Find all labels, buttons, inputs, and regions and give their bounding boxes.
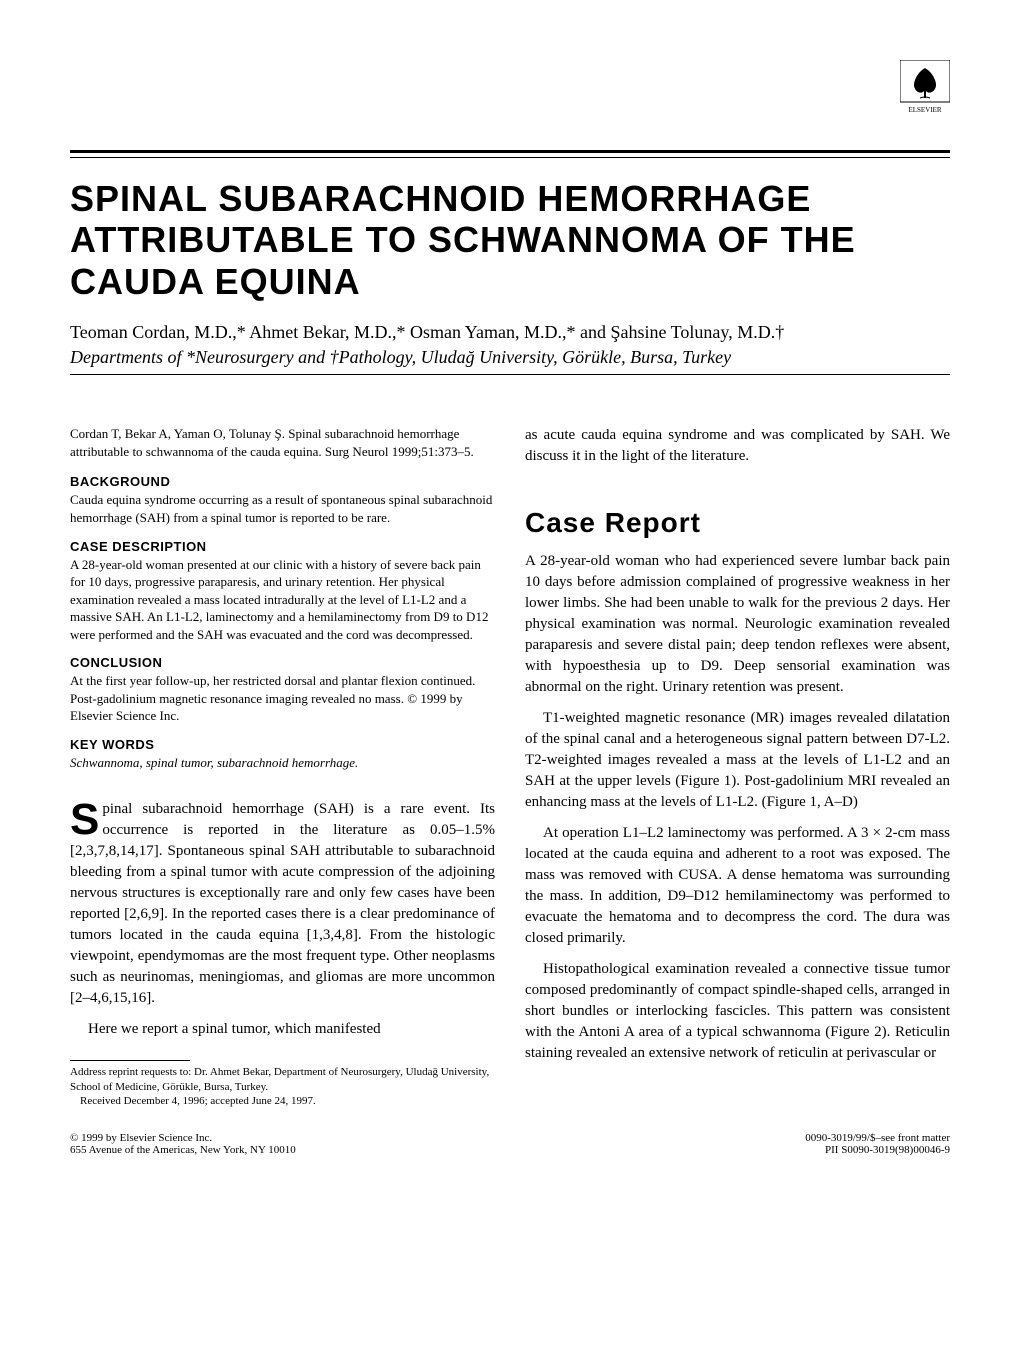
- footnote-separator: [70, 1060, 190, 1061]
- background-heading: BACKGROUND: [70, 474, 495, 489]
- case-heading: CASE DESCRIPTION: [70, 539, 495, 554]
- case-paragraph-1: A 28-year-old woman who had experienced …: [525, 551, 950, 698]
- intro-paragraph-2: Here we report a spinal tumor, which man…: [70, 1019, 495, 1040]
- case-text: A 28-year-old woman presented at our cli…: [70, 556, 495, 644]
- received-date: Received December 4, 1996; accepted June…: [70, 1094, 495, 1108]
- issn-line: 0090-3019/99/$–see front matter: [805, 1132, 950, 1144]
- lead-continuation: as acute cauda equina syndrome and was c…: [525, 425, 950, 467]
- copyright-line: © 1999 by Elsevier Science Inc.: [70, 1132, 296, 1144]
- case-paragraph-2: T1-weighted magnetic resonance (MR) imag…: [525, 708, 950, 813]
- case-paragraph-3: At operation L1–L2 laminectomy was perfo…: [525, 823, 950, 949]
- mid-rule: [70, 374, 950, 375]
- intro-paragraph-1: Spinal subarachnoid hemorrhage (SAH) is …: [70, 799, 495, 1009]
- background-text: Cauda equina syndrome occurring as a res…: [70, 491, 495, 526]
- footer-left: © 1999 by Elsevier Science Inc. 655 Aven…: [70, 1132, 296, 1156]
- affiliation-line: Departments of *Neurosurgery and †Pathol…: [70, 347, 950, 368]
- publisher-address: 655 Avenue of the Americas, New York, NY…: [70, 1144, 296, 1156]
- conclusion-text: At the first year follow-up, her restric…: [70, 672, 495, 725]
- top-rule-thin: [70, 157, 950, 158]
- article-title: Spinal Subarachnoid Hemorrhage Attributa…: [70, 178, 950, 302]
- conclusion-heading: CONCLUSION: [70, 655, 495, 670]
- pii-line: PII S0090-3019(98)00046-9: [805, 1144, 950, 1156]
- reprint-address: Address reprint requests to: Dr. Ahmet B…: [70, 1065, 495, 1094]
- right-column: as acute cauda equina syndrome and was c…: [525, 425, 950, 1108]
- left-column: Cordan T, Bekar A, Yaman O, Tolunay Ş. S…: [70, 425, 495, 1108]
- elsevier-tree-icon: ELSEVIER: [900, 60, 950, 115]
- case-paragraph-4: Histopathological examination revealed a…: [525, 959, 950, 1064]
- case-report-heading: Case Report: [525, 507, 950, 539]
- intro-text-1: pinal subarachnoid hemorrhage (SAH) is a…: [70, 801, 495, 1006]
- elsevier-label: ELSEVIER: [908, 106, 941, 114]
- keywords-heading: KEY WORDS: [70, 737, 495, 752]
- top-rule-thick: [70, 150, 950, 153]
- footer-right: 0090-3019/99/$–see front matter PII S009…: [805, 1132, 950, 1156]
- publisher-logo: ELSEVIER: [70, 60, 950, 120]
- two-column-layout: Cordan T, Bekar A, Yaman O, Tolunay Ş. S…: [70, 425, 950, 1108]
- citation-block: Cordan T, Bekar A, Yaman O, Tolunay Ş. S…: [70, 425, 495, 460]
- authors-line: Teoman Cordan, M.D.,* Ahmet Bekar, M.D.,…: [70, 320, 950, 345]
- page-footer: © 1999 by Elsevier Science Inc. 655 Aven…: [70, 1132, 950, 1156]
- keywords-text: Schwannoma, spinal tumor, subarachnoid h…: [70, 754, 495, 772]
- dropcap-letter: S: [70, 799, 102, 838]
